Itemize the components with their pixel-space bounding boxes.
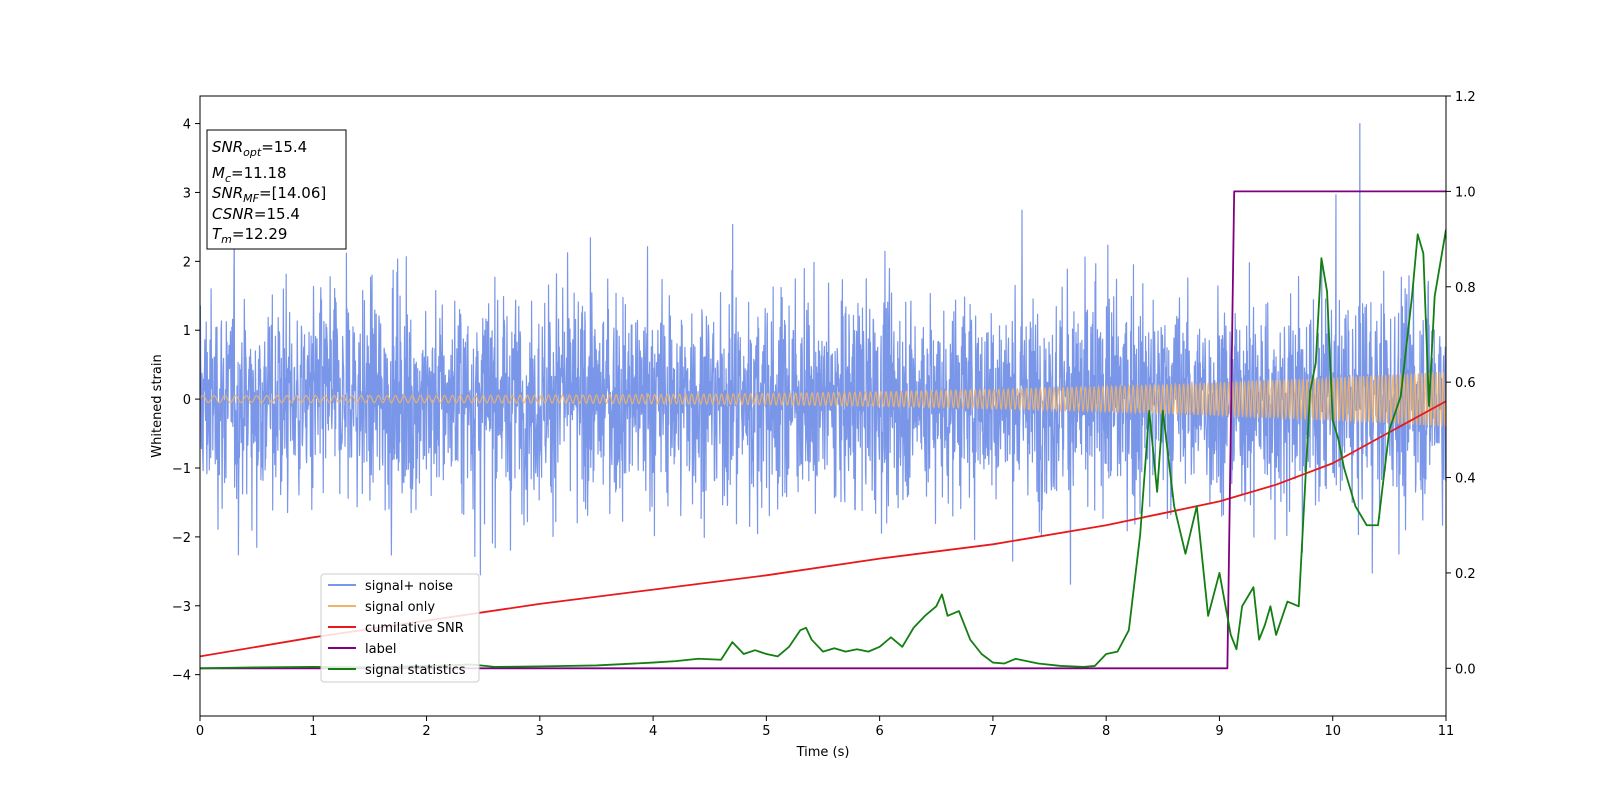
x-axis-label: Time (s) <box>796 745 850 760</box>
x-tick-label: 1 <box>309 724 317 739</box>
x-tick-label: 5 <box>762 724 770 739</box>
y-tick-label: 4 <box>183 118 191 133</box>
x-tick-label: 6 <box>875 724 883 739</box>
y-tick-label: 0 <box>183 393 191 408</box>
y2-tick-label: 0.6 <box>1455 376 1476 391</box>
y-tick-label: 2 <box>183 255 191 270</box>
y2-tick-label: 0.2 <box>1455 567 1476 582</box>
y2-tick-label: 0.4 <box>1455 472 1476 487</box>
info-line-merger-time: Tm=12.29 <box>212 225 287 246</box>
legend: signal+ noise signal only cumilative SNR… <box>320 573 480 683</box>
y2-tick-label: 0.0 <box>1455 662 1476 677</box>
x-tick-label: 11 <box>1438 724 1455 739</box>
info-line-csnr: CSNR=15.4 <box>212 205 300 223</box>
x-tick-label: 0 <box>196 724 204 739</box>
legend-label-signal-only: signal only <box>365 600 435 615</box>
y-tick-label: −1 <box>172 462 191 477</box>
legend-label-signal-statistics: signal statistics <box>365 663 466 678</box>
info-box-frame <box>206 129 347 250</box>
x-tick-label: 10 <box>1324 724 1341 739</box>
series-signal-statistics <box>200 229 1446 670</box>
x-tick-label: 8 <box>1102 724 1110 739</box>
y-tick-label: −3 <box>172 600 191 615</box>
y-tick-label: 1 <box>183 324 191 339</box>
y-tick-label: 3 <box>183 186 191 201</box>
x-tick-label: 7 <box>989 724 997 739</box>
series-signal-noise <box>200 122 1446 585</box>
info-line-chirp-mass: Mc=11.18 <box>212 164 287 185</box>
y2-tick-label: 1.2 <box>1455 90 1476 105</box>
info-box: SNRopt=15.4 Mc=11.18 SNRMF=[14.06] CSNR=… <box>206 129 347 250</box>
y2-tick-label: 0.8 <box>1455 281 1476 296</box>
legend-label-cumulative-snr: cumilative SNR <box>365 621 464 636</box>
axes-layer: 0 1 2 3 4 5 6 7 8 9 10 1143210−1−2−3−41.21.00.80.60… <box>172 90 1476 739</box>
series-signal-only <box>200 371 1446 427</box>
legend-label-signal-noise: signal+ noise <box>365 579 453 594</box>
info-line-snr-opt: SNRopt=15.4 <box>212 138 307 159</box>
y-axis-label: Whitened strain <box>150 354 165 457</box>
info-line-snr-mf: SNRMF=[14.06] <box>212 184 326 205</box>
legend-label-label: label <box>365 642 396 657</box>
y-tick-label: −2 <box>172 531 191 546</box>
legend-frame <box>320 573 480 683</box>
x-tick-label: 9 <box>1215 724 1223 739</box>
y2-tick-label: 1.0 <box>1455 185 1476 200</box>
x-tick-label: 3 <box>536 724 544 739</box>
y-tick-label: −4 <box>172 669 191 684</box>
x-tick-label: 4 <box>649 724 657 739</box>
plot-frame <box>199 95 1447 717</box>
x-tick-label: 2 <box>422 724 430 739</box>
series-label <box>200 190 1446 670</box>
